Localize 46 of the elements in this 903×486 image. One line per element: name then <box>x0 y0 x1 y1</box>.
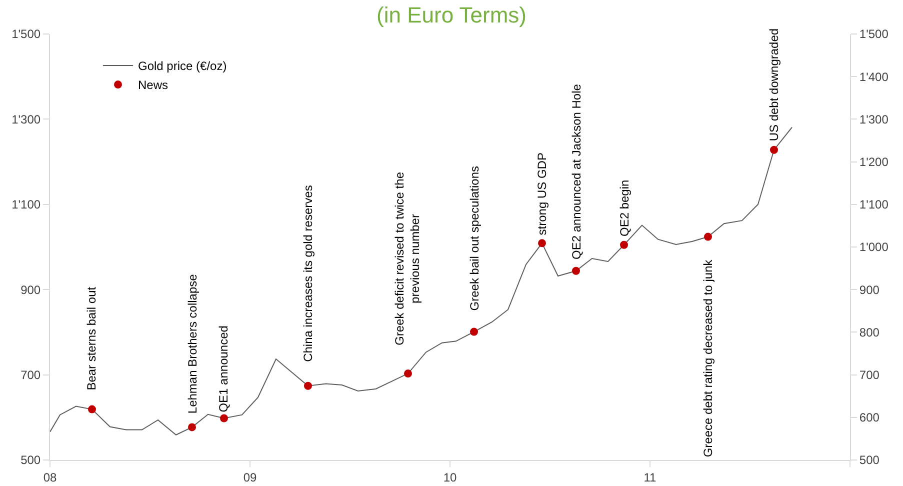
y2-tick-label: 600 <box>859 410 880 425</box>
point <box>538 239 546 248</box>
x-tick-label: 10 <box>443 470 457 484</box>
y2-tick-label: 1'500 <box>859 27 889 42</box>
x-tick-label: 09 <box>243 470 257 484</box>
point <box>572 266 580 275</box>
annotation: strong US GDP <box>534 152 549 236</box>
annotation: Greek bail out speculations <box>467 166 482 311</box>
annotation: QE2 announced at Jackson Hole <box>569 84 584 260</box>
y-tick-label: 500 <box>20 453 41 468</box>
y-tick-label: 700 <box>20 368 41 382</box>
annotation: US debt downgraded <box>766 28 781 142</box>
point <box>304 382 312 390</box>
y-tick-label: 1'300 <box>12 112 41 126</box>
y2-tick-label: 1'100 <box>859 198 889 212</box>
point <box>620 240 628 249</box>
point <box>188 423 196 432</box>
y2-tick-label: 500 <box>859 453 880 468</box>
y2-tick-label: 800 <box>859 325 880 340</box>
y2-tick-label: 1'000 <box>859 240 889 254</box>
annotation: Bear sterns bail out <box>84 286 99 390</box>
point <box>770 146 778 154</box>
point <box>704 232 712 241</box>
point <box>220 414 228 422</box>
y2-tick-label: 1'200 <box>859 155 889 169</box>
point <box>470 328 478 336</box>
x-tick-label: 08 <box>43 470 57 484</box>
annotation: QE1 announced <box>216 326 231 412</box>
y2-tick-label: 900 <box>859 282 880 297</box>
point <box>404 370 412 378</box>
point <box>88 405 96 414</box>
y2-tick-label: 700 <box>859 368 880 382</box>
x-tick-label: 11 <box>644 470 657 484</box>
y-tick-label: 1'500 <box>12 27 41 42</box>
annotation: China increases its gold reserves <box>301 185 316 362</box>
annotation: Lehman Brothers collapse <box>185 274 200 414</box>
annotation: QE2 begin <box>617 180 632 237</box>
y2-tick-label: 1'300 <box>859 112 889 126</box>
annotation: Greece debt rating decreased to junk <box>700 258 715 458</box>
chart-title: (in Euro Terms) <box>376 2 526 28</box>
y-tick-label: 900 <box>20 282 41 297</box>
legend-label: News <box>138 78 168 92</box>
y2-tick-label: 1'400 <box>859 70 889 84</box>
y-tick-label: 1'100 <box>12 198 41 212</box>
legend-label: Gold price (€/oz) <box>138 59 227 74</box>
annotation: Greek deficit revised to twice the previous number <box>392 172 422 346</box>
